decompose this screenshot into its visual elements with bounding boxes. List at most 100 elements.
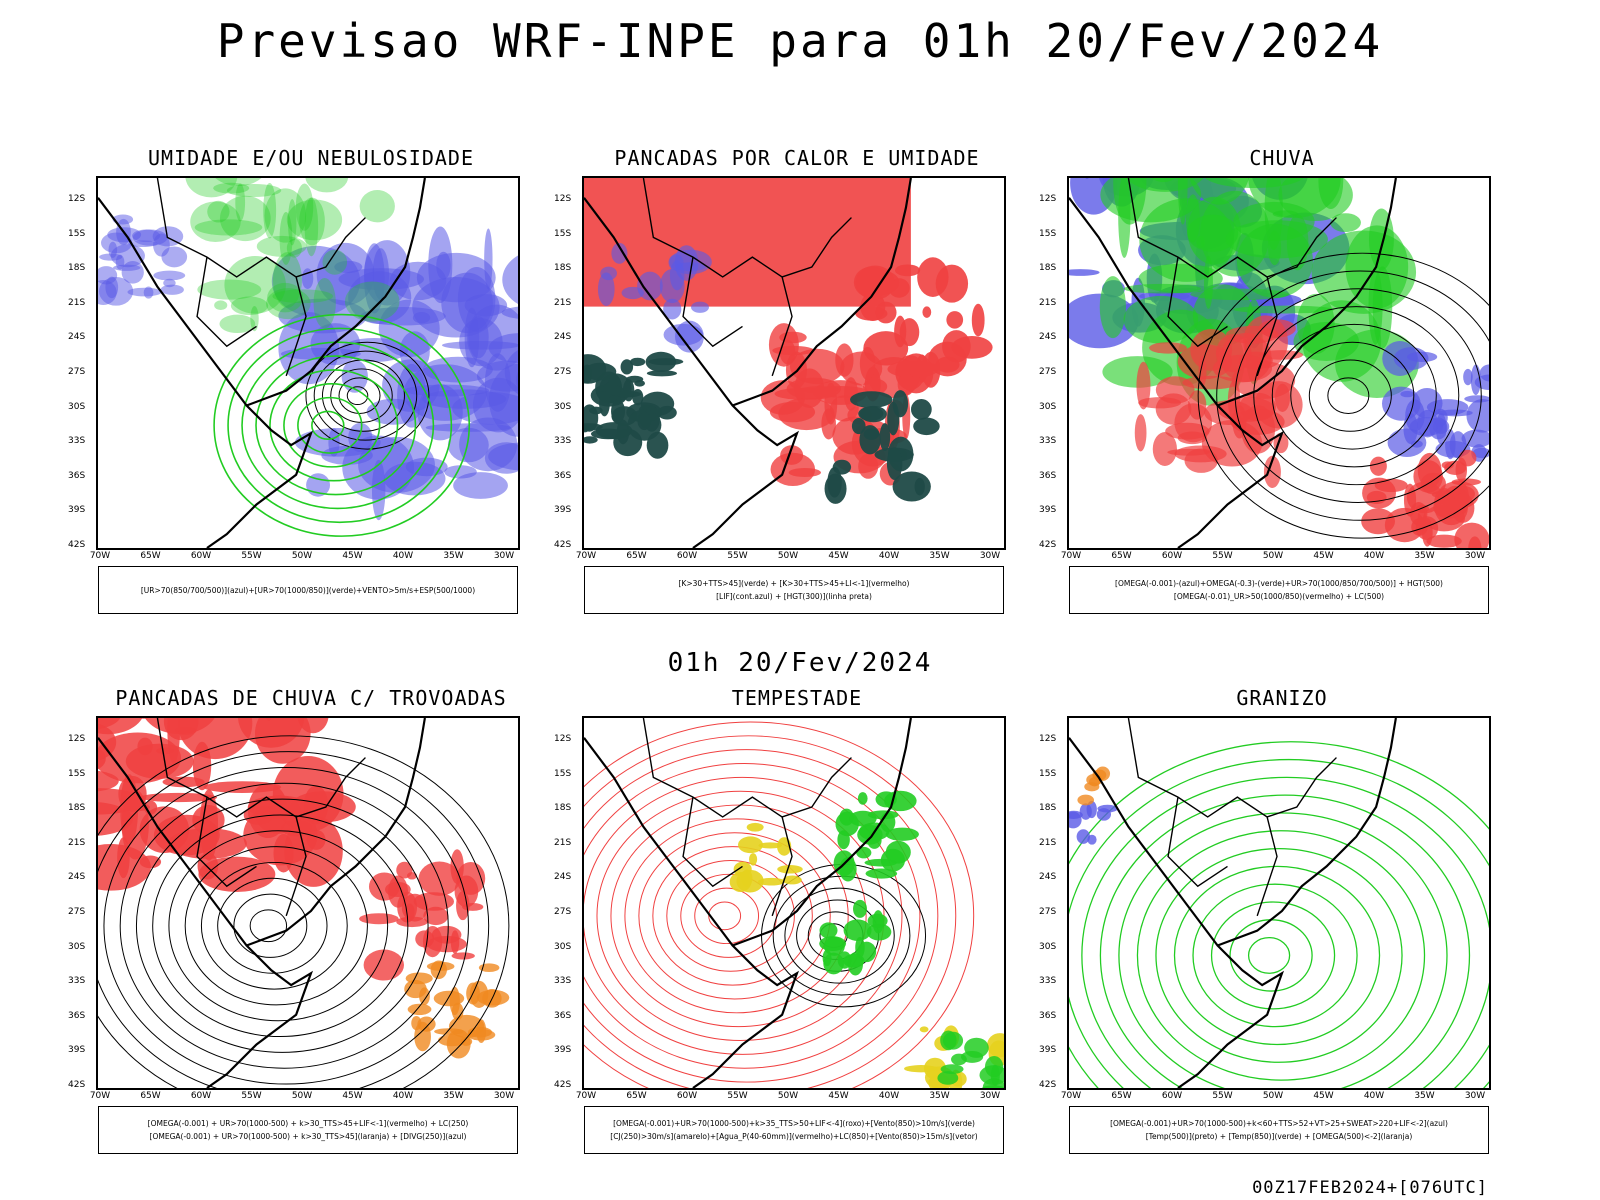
map-panel: CHUVA 12S 15S 18S 21S 24S 27S 30S 33S 36S 39S 42S 70… <box>1039 146 1497 636</box>
panel-title: PANCADAS POR CALOR E UMIDADE <box>614 146 980 170</box>
latitude-label: 18S <box>1039 263 1057 274</box>
latitude-label: 21S <box>1039 837 1057 848</box>
latitude-label: 18S <box>554 263 572 274</box>
latitude-label: 21S <box>68 837 86 848</box>
latitude-label: 12S <box>1039 734 1057 744</box>
longitude-label: 55W <box>727 1091 748 1101</box>
latitude-label: 36S <box>1039 1010 1057 1021</box>
panel-title: UMIDADE E/OU NEBULOSIDADE <box>147 146 475 170</box>
map-legend: [UR>70(850/700/500)](azul)+[UR>70(1000/8… <box>98 566 518 614</box>
latitude-label: 15S <box>554 228 572 239</box>
longitude-label: 60W <box>676 1091 698 1101</box>
map-canvas <box>98 718 510 1088</box>
latitude-label: 21S <box>1039 297 1057 308</box>
longitude-label: 40W <box>392 1091 414 1101</box>
map-panel: TEMPESTADE 12S 15S 18S 21S 24S 27S 30S 33S 36S 39S… <box>554 686 1012 1176</box>
longitude-label: 65W <box>140 551 161 561</box>
map-panel: PANCADAS DE CHUVA C/ TROVOADAS 12S 15S 18S 2… <box>68 686 526 1176</box>
panel-title: GRANIZO <box>1236 686 1328 710</box>
latitude-label: 15S <box>68 228 86 239</box>
latitude-label: 39S <box>554 1045 572 1056</box>
longitude-label: 50W <box>777 1091 799 1101</box>
legend-line: [UR>70(850/700/500)](azul)+[UR>70(1000/8… <box>140 585 476 595</box>
map-legend: [OMEGA(-0.001)+UR>70(1000-500)+k>35_TTS>… <box>584 1106 1004 1154</box>
weather-map <box>582 176 1006 550</box>
map-canvas <box>98 178 518 548</box>
latitude-label: 24S <box>68 332 86 343</box>
longitude-label: 65W <box>1111 551 1132 561</box>
latitude-label: 27S <box>1039 907 1057 917</box>
longitude-label: 40W <box>878 1091 900 1101</box>
weather-map <box>96 716 520 1090</box>
longitude-label: 55W <box>1212 551 1233 561</box>
latitude-label: 42S <box>1039 540 1057 550</box>
weather-map <box>1067 716 1491 1090</box>
latitude-label: 33S <box>68 976 86 987</box>
longitude-label: 45W <box>828 551 849 561</box>
longitude-label: 30W <box>979 551 1001 561</box>
map-canvas <box>584 718 1004 1088</box>
longitude-label: 70W <box>575 551 597 561</box>
map-canvas <box>1069 178 1489 548</box>
latitude-label: 18S <box>68 263 86 274</box>
map-panel: UMIDADE E/OU NEBULOSIDADE 12S 15S 18S 21S 24S… <box>68 146 526 636</box>
main-title: Previsao WRF-INPE para 01h 20/Fev/2024 <box>216 14 1384 68</box>
longitude-label: 35W <box>1414 551 1435 561</box>
map-legend: [OMEGA(-0.001) + UR>70(1000-500) + k>30_… <box>98 1106 518 1154</box>
latitude-label: 39S <box>68 1045 86 1056</box>
latitude-label: 12S <box>554 194 572 204</box>
latitude-label: 30S <box>554 941 572 952</box>
longitude-label: 30W <box>979 1091 1001 1101</box>
longitude-label: 50W <box>777 551 799 561</box>
longitude-label: 40W <box>878 551 900 561</box>
latitude-label: 30S <box>68 941 86 952</box>
legend-line: [LIF](cont.azul) + [HGT(300)](linha pret… <box>716 592 872 601</box>
latitude-label: 33S <box>68 436 86 447</box>
weather-map <box>582 716 1006 1090</box>
map-canvas <box>1069 718 1489 1088</box>
latitude-label: 24S <box>1039 332 1057 343</box>
latitude-label: 27S <box>1039 367 1057 377</box>
map-legend: [OMEGA(-0.001)+UR>70(1000-500)+k<60+TTS>… <box>1069 1106 1489 1154</box>
map-legend: [OMEGA(-0.001)-(azul)+OMEGA(-0.3)-(verde… <box>1069 566 1489 614</box>
latitude-label: 33S <box>554 976 572 987</box>
latitude-label: 30S <box>68 401 86 412</box>
longitude-label: 35W <box>443 1091 464 1101</box>
latitude-label: 24S <box>554 332 572 343</box>
latitude-label: 24S <box>554 872 572 883</box>
map-canvas <box>584 178 993 548</box>
latitude-label: 12S <box>1039 194 1057 204</box>
longitude-label: 30W <box>1464 1091 1486 1101</box>
longitude-label: 40W <box>1363 1091 1385 1101</box>
legend-line: [OMEGA(-0.001)+UR>70(1000-500)+k<60+TTS>… <box>1110 1119 1448 1128</box>
latitude-label: 39S <box>554 505 572 516</box>
longitude-label: 65W <box>140 1091 161 1101</box>
longitude-label: 70W <box>575 1091 597 1101</box>
latitude-label: 42S <box>68 1080 86 1090</box>
latitude-label: 33S <box>554 436 572 447</box>
latitude-label: 30S <box>1039 941 1057 952</box>
map-legend: [K>30+TTS>45](verde) + [K>30+TTS>45+LI<-… <box>584 566 1004 614</box>
latitude-label: 27S <box>68 907 86 917</box>
latitude-label: 15S <box>1039 768 1057 779</box>
latitude-label: 27S <box>554 907 572 917</box>
latitude-label: 21S <box>554 837 572 848</box>
latitude-label: 39S <box>68 505 86 516</box>
legend-line: [OMEGA(-0.001)-(azul)+OMEGA(-0.3)-(verde… <box>1115 579 1443 588</box>
latitude-label: 30S <box>1039 401 1057 412</box>
legend-line: [CJ(250)>30m/s](amarelo)+[Agua_P(40-60mm… <box>610 1132 978 1141</box>
longitude-label: 40W <box>1363 551 1385 561</box>
weather-map <box>96 176 520 550</box>
longitude-label: 60W <box>190 1091 212 1101</box>
latitude-label: 36S <box>554 470 572 481</box>
latitude-label: 33S <box>1039 436 1057 447</box>
longitude-label: 70W <box>89 551 111 561</box>
latitude-label: 18S <box>1039 803 1057 814</box>
longitude-label: 65W <box>626 551 647 561</box>
latitude-label: 30S <box>554 401 572 412</box>
latitude-label: 27S <box>554 367 572 377</box>
longitude-label: 70W <box>1060 1091 1082 1101</box>
map-panel: GRANIZO 12S 15S 18S 21S 24S 27S 30S 33S 36S 39S 42S… <box>1039 686 1497 1176</box>
map-panel: PANCADAS POR CALOR E UMIDADE 12S 15S 18S 21S… <box>554 146 1012 636</box>
longitude-label: 60W <box>1161 1091 1183 1101</box>
